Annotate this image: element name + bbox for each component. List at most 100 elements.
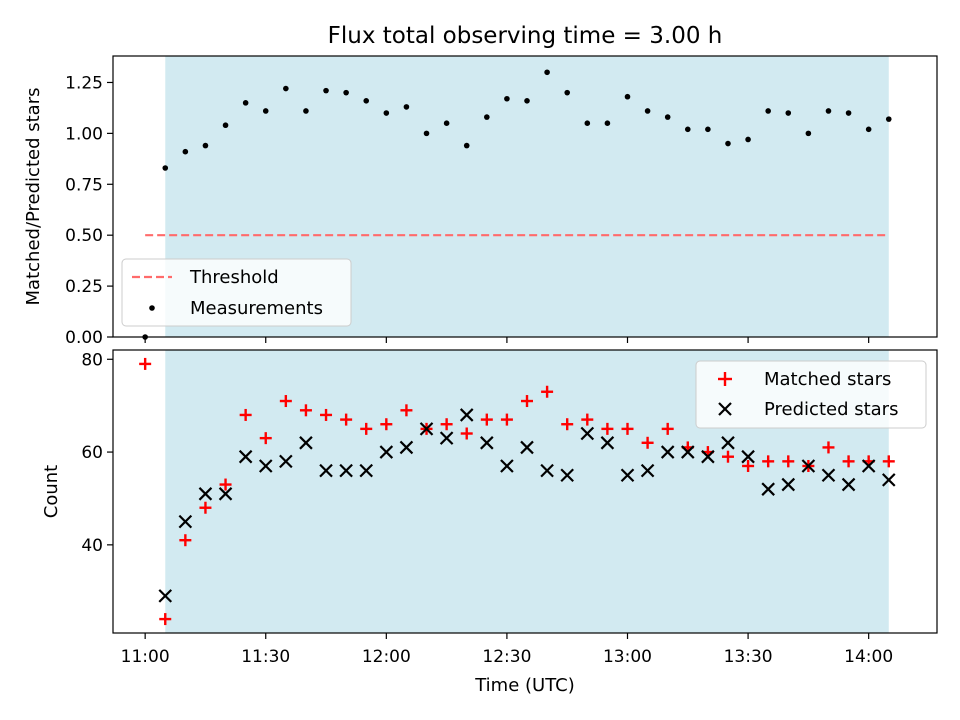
x-tick-label: 12:00 [362, 647, 411, 667]
predicted-star-point [540, 463, 554, 478]
predicted-star-point [701, 449, 715, 464]
predicted-star-point [459, 408, 474, 422]
predicted-star-point [520, 440, 534, 455]
measurement-point [242, 100, 249, 106]
predicted-star-stroke [821, 468, 836, 483]
top-y-tick-label: 1.25 [65, 73, 103, 93]
predicted-star-point [781, 477, 796, 492]
predicted-star-stroke [419, 422, 434, 436]
bottom-y-axis-label: Count [41, 465, 62, 518]
measurement-point [443, 120, 450, 126]
bottom-legend: Matched stars Predicted stars [695, 360, 927, 429]
matched-star-point [601, 422, 614, 435]
predicted-star-stroke [781, 477, 796, 492]
measurement-point [664, 114, 671, 120]
predicted-star-stroke [379, 445, 394, 459]
bottom-y-tick-label: 80 [81, 350, 103, 370]
top-y-axis-label: Matched/Predicted stars [23, 88, 44, 306]
predicted-star-point [881, 473, 896, 487]
predicted-star-stroke [339, 463, 353, 478]
measurement-point [484, 114, 490, 120]
predicted-star-stroke [801, 459, 816, 473]
measurement-point [343, 89, 349, 96]
predicted-star-stroke [881, 473, 896, 487]
predicted-star-point [681, 445, 695, 459]
measurement-point [745, 136, 751, 143]
measurement-point [162, 165, 169, 171]
measurement-point [624, 93, 631, 100]
predicted-star-point [319, 463, 333, 478]
measurement-point [865, 126, 872, 133]
top-y-tick-label: 0.00 [65, 328, 103, 348]
predicted-star-point [419, 422, 434, 436]
predicted-star-point [379, 445, 394, 459]
matched-star-point [842, 455, 855, 468]
predicted-star-stroke [701, 449, 715, 464]
matched-star-point [159, 613, 172, 626]
predicted-star-stroke [279, 454, 293, 469]
predicted-star-stroke [560, 468, 574, 483]
predicted-star-point [761, 482, 775, 496]
bottom-axes-frame [112, 349, 938, 634]
measurement-point [262, 108, 269, 114]
matched-star-point [380, 418, 393, 431]
predicted-star-point [560, 468, 574, 483]
measurement-point [303, 108, 309, 114]
predicted-star-stroke [681, 445, 695, 459]
measurement-point [283, 85, 289, 92]
predicted-star-point [359, 463, 374, 478]
matched-star-point [541, 385, 554, 398]
predicted-star-stroke [198, 487, 213, 501]
predicted-star-stroke [258, 459, 273, 473]
predicted-star-stroke [580, 426, 595, 441]
predicted-star-point [258, 459, 273, 473]
top-y-tick-label: 0.50 [65, 226, 103, 246]
predicted-star-point [861, 459, 876, 473]
matched-star-point [661, 422, 674, 435]
measurement-point [504, 95, 510, 102]
top-y-tick-label: 0.25 [65, 277, 103, 297]
predicted-star-point [620, 468, 635, 483]
top-panel: 0.00 0.25 0.50 0.75 1.00 1.25 Matched/Predict… [23, 55, 938, 348]
predicted-star-stroke [480, 436, 494, 450]
predicted-star-stroke [721, 436, 735, 450]
predicted-star-point [158, 589, 173, 603]
matched-star-point [561, 418, 574, 431]
matched-star-point [882, 455, 895, 468]
matched-star-point [299, 404, 312, 417]
legend-predicted-swatch [718, 402, 732, 416]
matched-star-point [460, 427, 473, 440]
matched-star-point [480, 413, 493, 426]
predicted-star-stroke [299, 436, 313, 450]
top-y-tick-label: 0.75 [65, 175, 103, 195]
predicted-star-point [439, 431, 454, 445]
measurement-point [544, 69, 550, 76]
predicted-star-point [198, 487, 213, 501]
matched-star-point [500, 413, 513, 426]
matched-star-point [521, 395, 534, 408]
legend-threshold-label: Threshold [189, 267, 279, 288]
measurement-point [684, 126, 691, 133]
predicted-star-stroke [600, 436, 615, 450]
measurement-point [705, 126, 711, 133]
measurement-point [564, 89, 571, 96]
predicted-star-stroke [459, 408, 474, 422]
x-tick-label: 11:30 [241, 647, 290, 667]
predicted-star-stroke [399, 440, 414, 455]
predicted-star-stroke [660, 445, 675, 459]
predicted-star-stroke [640, 463, 655, 478]
measurement-point [805, 130, 812, 137]
predicted-star-stroke [178, 514, 193, 529]
measurement-point [604, 120, 611, 126]
predicted-star-point [580, 426, 595, 441]
bottom-legend-box [695, 360, 927, 429]
predicted-star-stroke [520, 440, 534, 455]
predicted-star-stroke [540, 463, 554, 478]
predicted-star-point [178, 514, 193, 529]
matched-star-point [641, 436, 654, 449]
matched-star-point [259, 432, 272, 445]
predicted-star-point [480, 436, 494, 450]
measurement-point [725, 140, 731, 147]
measurement-point [363, 97, 370, 104]
